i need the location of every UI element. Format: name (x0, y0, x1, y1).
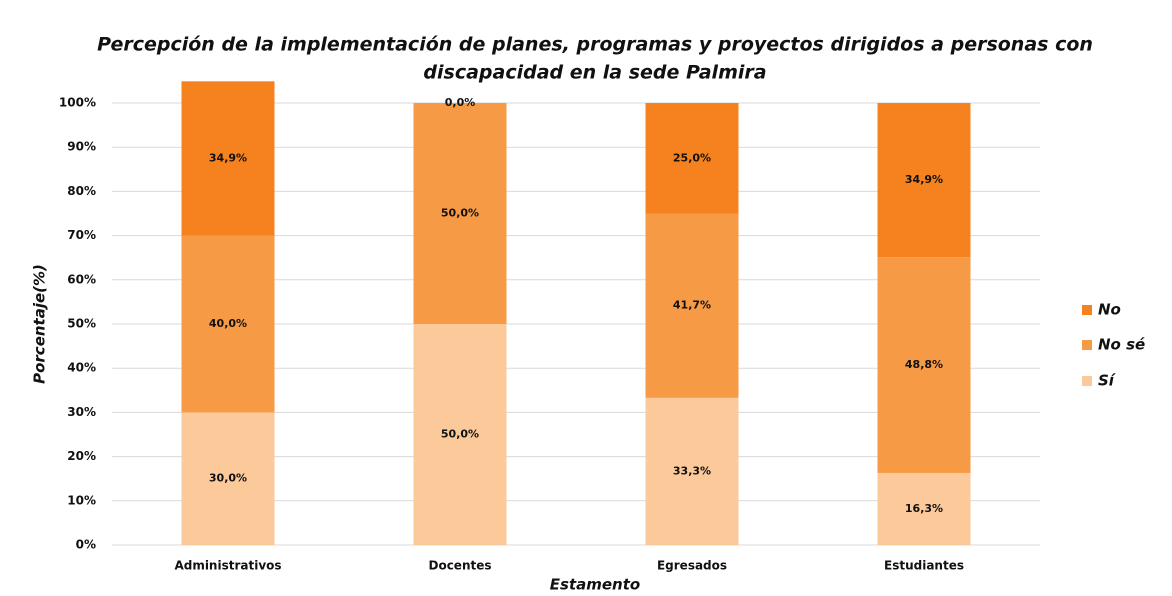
bar-segment (645, 397, 739, 545)
bar-segment (877, 103, 971, 258)
bar-segment (181, 81, 275, 236)
bar-segment (181, 235, 275, 413)
data-label: 30,0% (209, 472, 247, 485)
y-tick-label: 100% (59, 96, 96, 110)
data-label: 0,0% (445, 96, 476, 109)
bar-segment (877, 472, 971, 545)
y-tick-label: 0% (76, 538, 96, 552)
bar-segment (181, 412, 275, 545)
data-label: 50,0% (441, 428, 479, 441)
chart-title: discapacidad en la sede Palmira (423, 62, 766, 84)
legend-label: No sé (1098, 336, 1145, 354)
y-axis-label: Porcentaje(%) (31, 264, 49, 384)
data-label: 34,9% (905, 173, 943, 186)
data-label: 50,0% (441, 207, 479, 220)
x-axis-label: Estamento (550, 576, 640, 594)
chart-title: Percepción de la implementación de plane… (97, 34, 1093, 56)
legend-swatch (1082, 376, 1092, 386)
data-label: 48,8% (905, 358, 943, 371)
y-tick-label: 90% (67, 140, 96, 154)
y-tick-label: 70% (67, 228, 96, 242)
y-tick-label: 40% (67, 361, 96, 375)
legend-label: Sí (1098, 372, 1117, 390)
bar-segment (645, 103, 739, 214)
y-tick-label: 50% (67, 317, 96, 331)
data-label: 25,0% (673, 151, 711, 164)
x-tick-label: Docentes (428, 559, 491, 573)
data-label: 16,3% (905, 502, 943, 515)
legend-swatch (1082, 305, 1092, 315)
bar-segment (413, 103, 507, 324)
legend-label: No (1098, 301, 1121, 319)
x-tick-label: Estudiantes (884, 559, 964, 573)
y-tick-label: 10% (67, 493, 96, 507)
y-tick-label: 30% (67, 405, 96, 419)
legend-swatch (1082, 340, 1092, 350)
bar-segment (645, 213, 739, 398)
data-label: 40,0% (209, 317, 247, 330)
data-label: 33,3% (673, 464, 711, 477)
y-tick-label: 20% (67, 449, 96, 463)
data-label: 41,7% (673, 299, 711, 312)
bar-segment (877, 257, 971, 473)
data-label: 34,9% (209, 151, 247, 164)
y-tick-label: 60% (67, 272, 96, 286)
y-tick-label: 80% (67, 184, 96, 198)
bar-segment (413, 324, 507, 545)
x-tick-label: Egresados (657, 559, 727, 573)
x-tick-label: Administrativos (174, 559, 281, 573)
